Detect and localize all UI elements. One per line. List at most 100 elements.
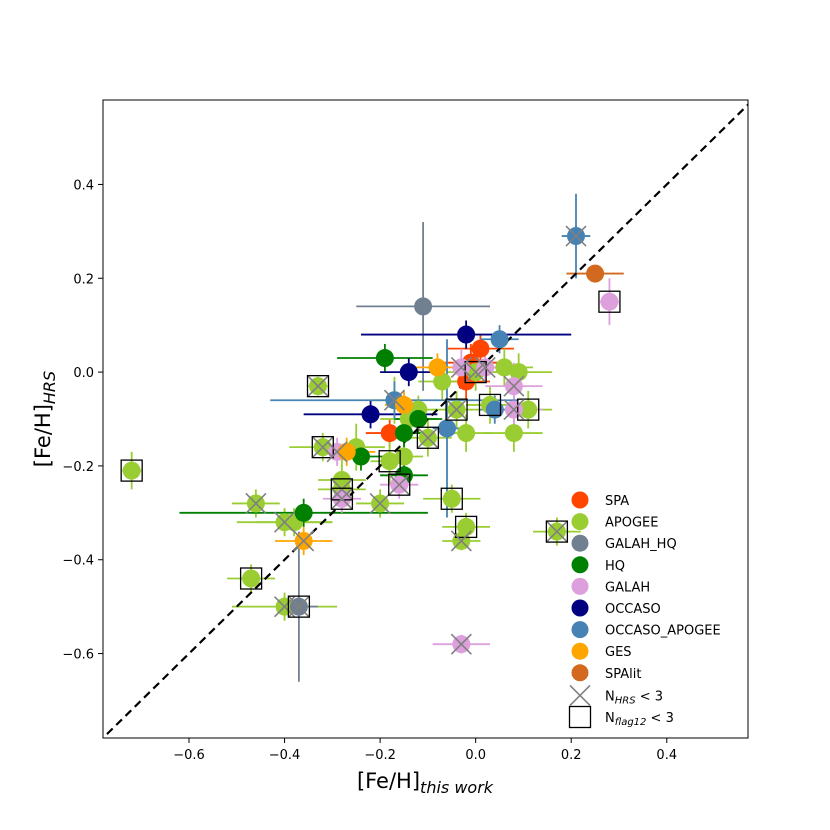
- data-point: [428, 358, 447, 377]
- nflag12-square-marker: [306, 375, 330, 398]
- y-tick-label: −0.4: [62, 554, 94, 569]
- data-point: [490, 330, 509, 349]
- legend-marker: [571, 577, 589, 595]
- legend-label: GES: [605, 645, 632, 660]
- data-point: [586, 264, 605, 283]
- nhrs-cross-marker: [288, 596, 310, 618]
- data-point: [438, 419, 456, 438]
- data-point: [471, 339, 490, 358]
- legend-marker: [571, 642, 589, 660]
- data-point: [414, 297, 433, 316]
- nhrs-cross-marker: [417, 427, 439, 449]
- data-point: [337, 442, 356, 461]
- tick-layer: −0.6 −0.4 −0.2 0.0 0.2 0.4 −0.6 −0.4 −0.2 0.0 0.2 0…: [62, 178, 677, 763]
- nhrs-cross-marker: [450, 356, 472, 378]
- data-point: [519, 400, 538, 419]
- legend-marker: [571, 599, 589, 617]
- data-point: [122, 461, 141, 480]
- nhrs-cross-marker: [331, 488, 353, 510]
- legend-label: Nflag12 < 3: [605, 711, 674, 728]
- data-point: [352, 447, 370, 466]
- data-point: [495, 358, 514, 377]
- nhrs-cross-marker: [565, 225, 587, 247]
- legend-label: GALAH: [605, 580, 650, 595]
- data-point: [395, 447, 413, 466]
- x-tick-label: −0.4: [269, 748, 301, 763]
- data-point: [433, 372, 452, 391]
- nflag12-square-marker: [388, 473, 411, 496]
- legend-label: SPA: [605, 494, 629, 509]
- data-point: [457, 424, 476, 443]
- y-axis-label-sub: HRS: [40, 371, 59, 404]
- legend-square-marker: [568, 705, 592, 729]
- nhrs-cross-marker: [445, 399, 468, 421]
- nhrs-cross-marker: [503, 375, 525, 397]
- data-point: [380, 424, 399, 443]
- nhrs-cross-marker: [546, 521, 568, 543]
- nflag12-square-marker: [478, 393, 502, 417]
- data-point: [442, 489, 461, 508]
- legend-label-main: N: [605, 689, 615, 704]
- legend-label: APOGEE: [605, 516, 658, 531]
- data-point: [485, 400, 504, 419]
- legend-label-tail: < 3: [636, 689, 663, 704]
- legend-label: NHRS < 3: [605, 689, 663, 706]
- nflag12-square-marker: [517, 398, 540, 421]
- nflag12-square-marker: [239, 567, 263, 590]
- legend-marker: [571, 534, 589, 552]
- nflag12-square-marker: [440, 487, 463, 510]
- legend-marker: [571, 664, 589, 682]
- data-point: [504, 424, 523, 443]
- nhrs-cross-marker: [450, 633, 472, 655]
- nhrs-cross-marker: [474, 356, 496, 378]
- x-axis-label-sub: this work: [420, 778, 494, 797]
- legend-marker: [571, 621, 589, 639]
- legend-label: GALAH_HQ: [605, 537, 677, 552]
- nhrs-cross-marker: [293, 530, 315, 552]
- nhrs-cross-marker: [388, 474, 410, 496]
- data-point: [395, 395, 413, 414]
- legend-label-sub: flag12: [615, 717, 647, 728]
- y-axis-label: [Fe/H]HRS: [31, 371, 59, 467]
- nflag12-square-marker: [416, 426, 440, 449]
- y-tick-label: 0.2: [73, 272, 94, 287]
- x-tick-label: 0.2: [561, 748, 582, 763]
- y-tick-label: −0.6: [62, 648, 94, 663]
- nflag12-square-marker: [120, 459, 143, 482]
- nflag12-square-marker: [454, 515, 478, 539]
- legend-cross-marker: [569, 684, 591, 706]
- data-point: [242, 569, 261, 588]
- legend-label: SPAlit: [605, 667, 641, 682]
- nflag12-square-marker: [287, 595, 311, 618]
- nhrs-cross-marker: [273, 511, 296, 533]
- legend-label: OCCASO: [605, 602, 661, 617]
- legend-label-tail: < 3: [646, 711, 673, 726]
- nflag12-square-marker: [378, 450, 401, 473]
- legend-marker: [571, 491, 589, 509]
- data-point: [294, 503, 313, 522]
- plot-frame: [102, 99, 749, 739]
- nhrs-cross-marker: [312, 436, 334, 458]
- data-point: [361, 405, 380, 424]
- nhrs-cross-marker: [383, 389, 406, 411]
- nhrs-cross-marker: [369, 492, 391, 515]
- x-axis-label-main: [Fe/H]: [357, 769, 420, 793]
- legend-marker: [571, 513, 589, 531]
- legend-label: HQ: [605, 559, 625, 574]
- nhrs-cross-marker: [307, 375, 329, 397]
- legend: SPA APOGEE GALAH_HQ HQ GALAH OCCASO OCCASO_APO…: [568, 491, 721, 729]
- nhrs-cross-marker: [245, 492, 267, 515]
- data-point: [395, 424, 413, 443]
- legend-label: OCCASO_APOGEE: [605, 624, 721, 639]
- x-axis-label: [Fe/H]this work: [357, 769, 494, 797]
- data-point: [409, 410, 428, 428]
- nhrs-cross-marker: [331, 478, 353, 500]
- x-tick-label: −0.6: [173, 748, 205, 763]
- legend-label-main: N: [605, 711, 615, 726]
- y-tick-label: 0.0: [73, 366, 94, 381]
- nflag12-square-marker: [545, 520, 569, 543]
- x-tick-label: 0.0: [465, 748, 486, 763]
- x-tick-label: −0.2: [364, 748, 396, 763]
- legend-label-sub: HRS: [615, 695, 636, 706]
